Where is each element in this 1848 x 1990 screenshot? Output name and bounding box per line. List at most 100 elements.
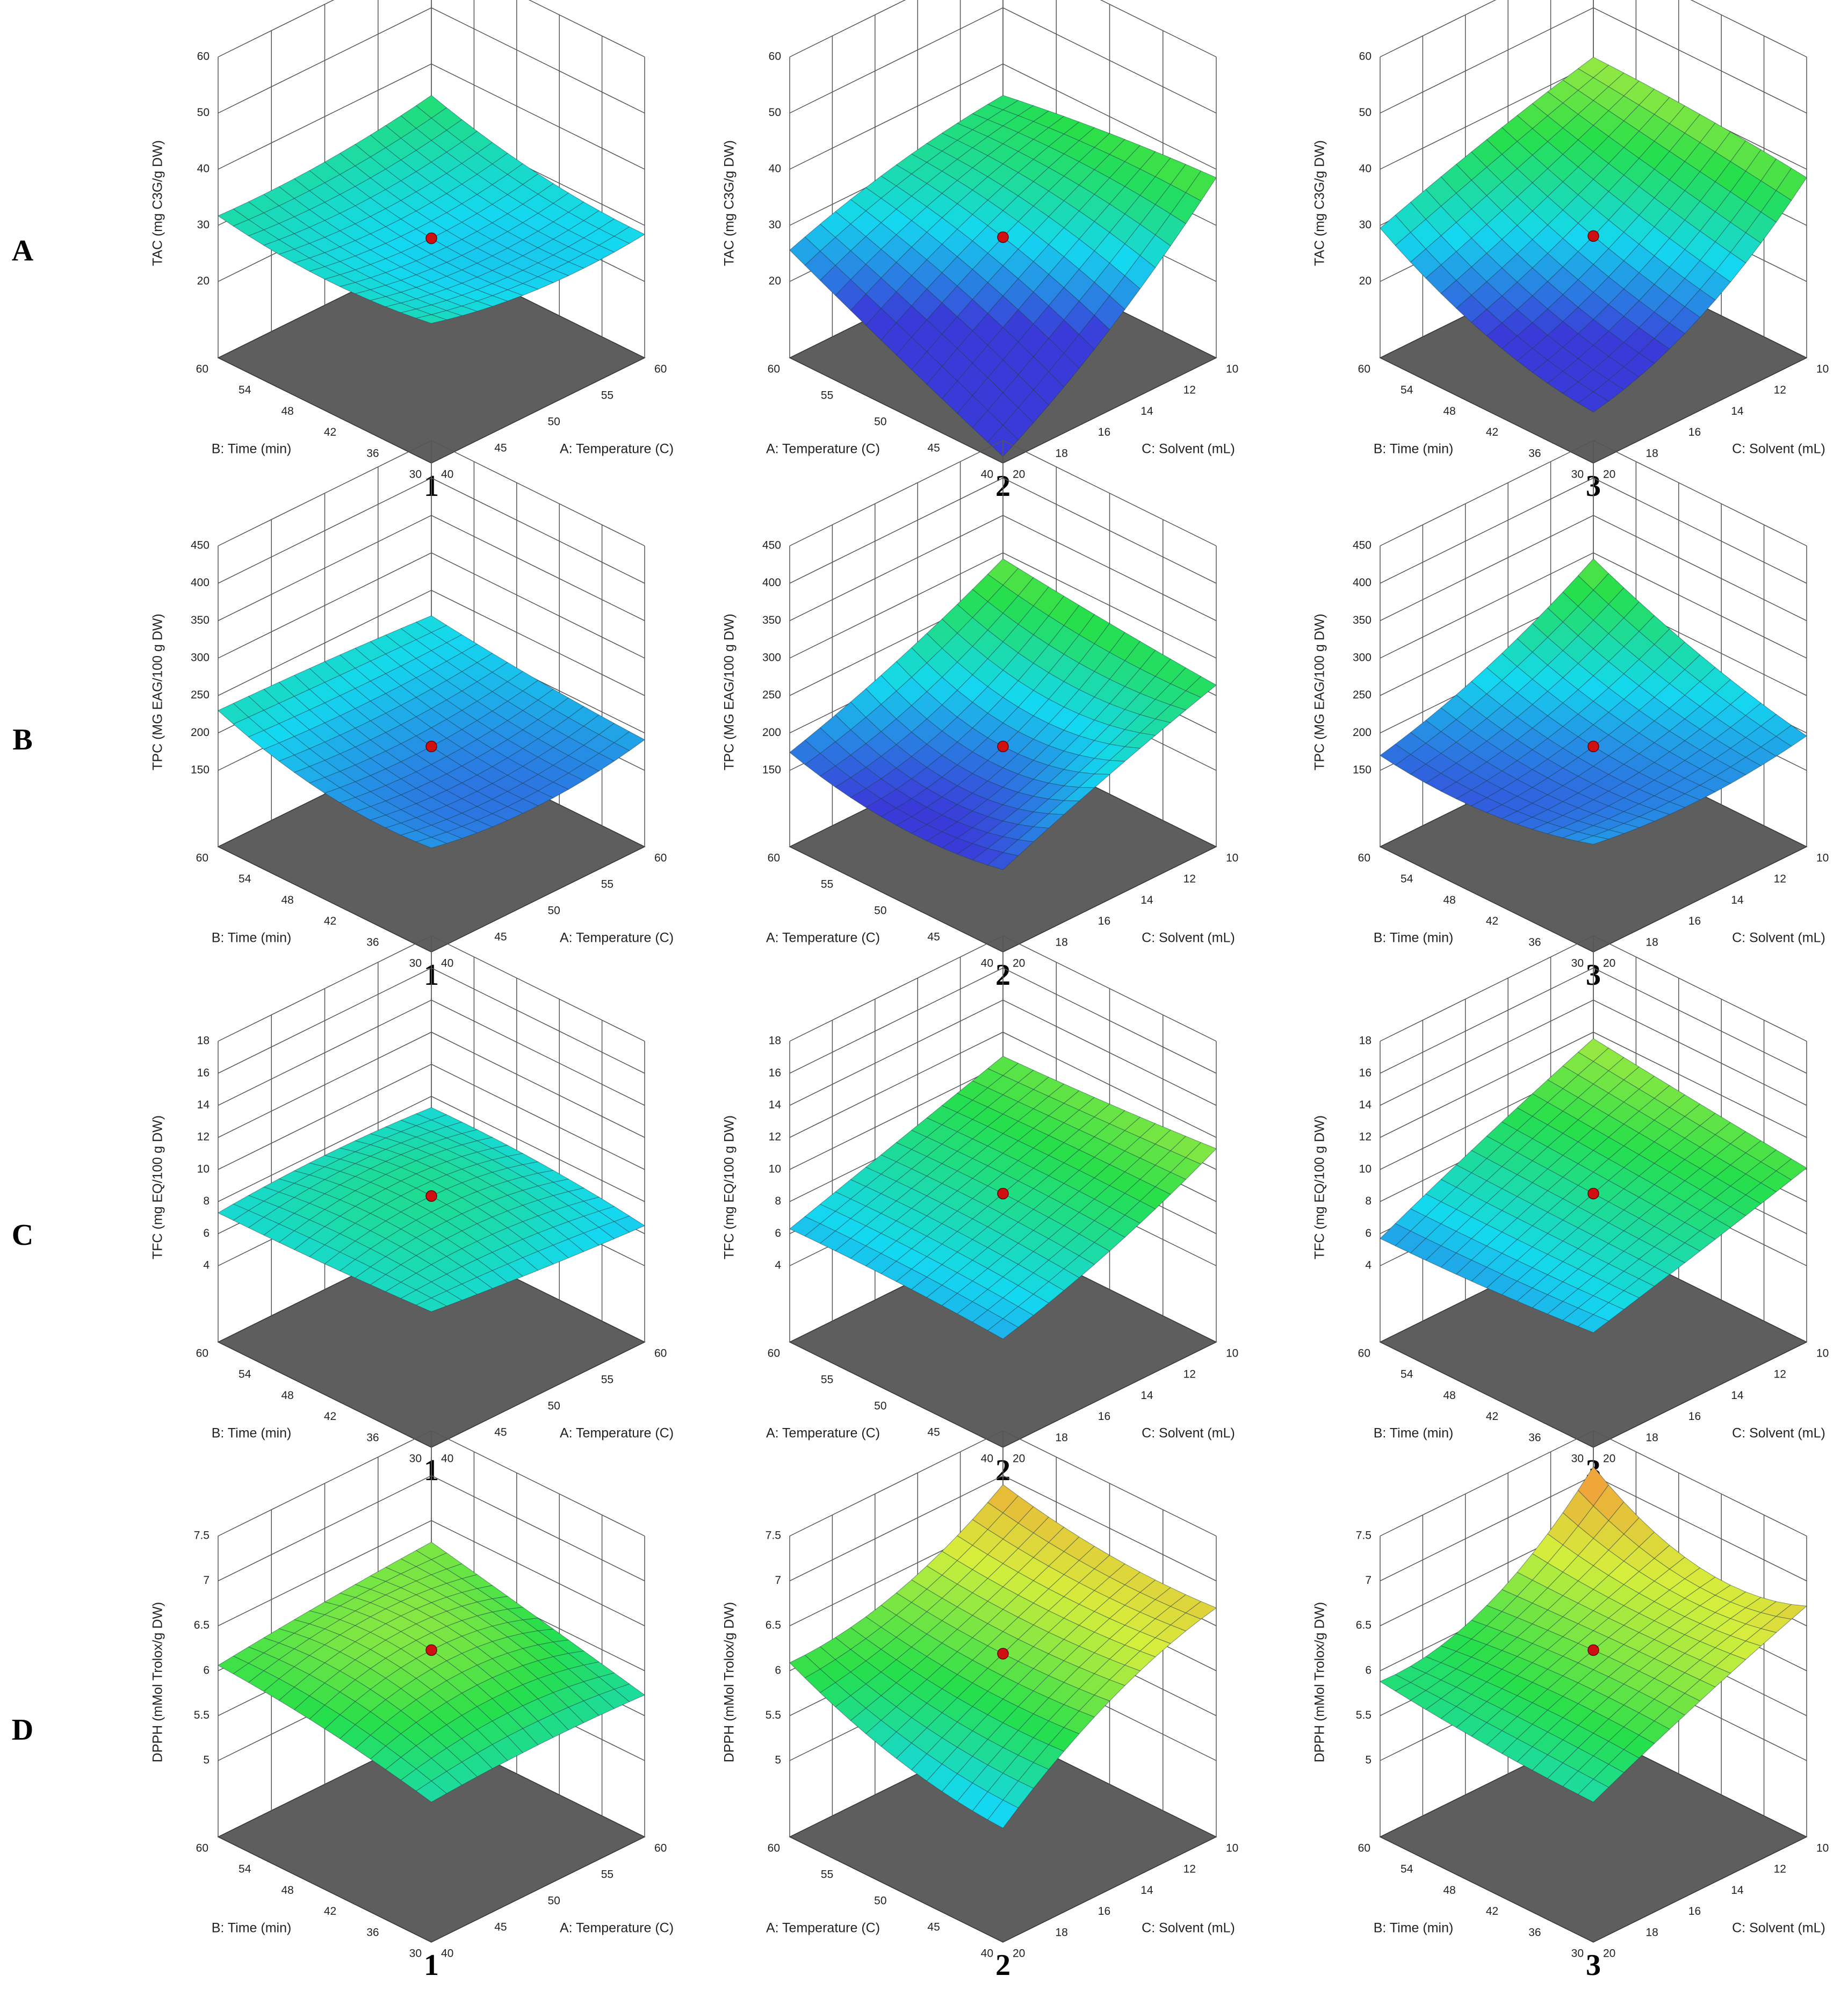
y-tick-label: 36	[366, 1926, 379, 1938]
z-tick-label: 60	[1359, 51, 1371, 63]
wall-grid-line	[789, 1032, 1217, 1138]
surface-patch	[1486, 1038, 1701, 1194]
y-tick-label: 60	[1358, 1347, 1370, 1360]
wall-grid-line	[1380, 935, 1807, 1042]
z-tick-label: 7.5	[766, 1530, 781, 1542]
z-tick-label: 250	[762, 689, 781, 701]
z-tick-label: 10	[1359, 1163, 1371, 1175]
x-tick-label: 45	[494, 442, 507, 455]
y-axis-title: B: Time (min)	[1374, 931, 1454, 946]
surface-patch	[1380, 667, 1594, 813]
surface-patch	[324, 237, 539, 324]
z-tick-label: 350	[762, 614, 781, 626]
surface-cell	[415, 314, 448, 324]
wall-grid-line	[789, 0, 1217, 57]
x-tick-label: 60	[654, 363, 667, 376]
wall-grid-line	[789, 63, 1217, 170]
z-tick-label: 300	[1353, 652, 1371, 664]
z-axis-title: TAC (mg C3G/g DW)	[722, 140, 737, 266]
z-tick-label: 6	[1365, 1227, 1371, 1239]
x-tick-label: 20	[1013, 1453, 1025, 1465]
wall-grid-line	[218, 1475, 645, 1582]
z-tick-label: 350	[191, 614, 210, 626]
z-tick-label: 5	[1365, 1754, 1371, 1767]
y-tick-label: 36	[366, 447, 379, 459]
y-tick-label: 54	[1401, 1863, 1413, 1876]
y-tick-label: 54	[239, 384, 251, 396]
y-tick-label: 42	[1486, 915, 1498, 927]
x-axis-title: A: Temperature (C)	[560, 931, 674, 946]
x-tick-label: 20	[1603, 1453, 1615, 1465]
x-tick-label: 40	[441, 1948, 453, 1960]
surface-cell	[1577, 1778, 1609, 1802]
surface-cell	[415, 1780, 447, 1802]
y-tick-label: 30	[1571, 1453, 1584, 1465]
z-axis-title: TPC (MG EAG/100 g DW)	[150, 614, 165, 770]
surface-patch	[896, 1056, 1110, 1194]
x-tick-label: 12	[1183, 384, 1196, 396]
x-tick-label: 10	[1226, 1347, 1238, 1360]
wall-grid-line	[218, 935, 645, 1042]
y-tick-label: 30	[1571, 957, 1584, 970]
z-tick-label: 5.5	[194, 1709, 210, 1721]
z-tick-label: 4	[775, 1259, 781, 1272]
wall-grid-line	[1380, 999, 1807, 1106]
z-tick-label: 18	[1359, 1035, 1371, 1047]
y-tick-label: 60	[196, 363, 208, 376]
x-tick-label: 16	[1098, 915, 1110, 927]
surface-plot: 4 6 8 10 12 14 16 18 20 18 16 14 12 10 30 36 42 48 54 60 C: …	[1312, 935, 1829, 1487]
design-center-point	[425, 1190, 437, 1202]
x-axis-title: C: Solvent (mL)	[1142, 442, 1235, 457]
surface-patch	[218, 661, 432, 794]
y-tick-label: 36	[1528, 447, 1541, 459]
z-tick-label: 250	[191, 689, 210, 701]
x-tick-label: 45	[494, 931, 507, 943]
wall-grid-line	[1380, 967, 1807, 1074]
y-tick-label: 54	[1401, 1368, 1413, 1381]
y-tick-label: 48	[281, 405, 293, 417]
y-axis-title: B: Time (min)	[1374, 442, 1454, 457]
y-tick-label: 40	[981, 1948, 993, 1960]
z-tick-label: 30	[769, 219, 781, 231]
y-tick-label: 40	[981, 957, 993, 970]
surface-plot: 5 5.5 6 6.5 7 7.5 20 18 16 14 12 10 30 36 42 48 54 60 C: S…	[1312, 1430, 1829, 1982]
wall-grid-line	[218, 1520, 645, 1626]
y-tick-label: 48	[1443, 1884, 1455, 1897]
z-tick-label: 50	[769, 106, 781, 119]
row-label: D	[12, 1713, 33, 1747]
surface-patch	[896, 1653, 1110, 1829]
x-tick-label: 14	[1731, 1389, 1744, 1402]
design-center-point	[1587, 230, 1599, 242]
z-tick-label: 20	[197, 275, 210, 287]
y-tick-label: 30	[409, 468, 422, 481]
z-tick-label: 400	[191, 576, 210, 589]
panel-label: 3	[1586, 1949, 1601, 1982]
wall-grid-line	[789, 1430, 1217, 1537]
wall-grid-line	[1380, 440, 1807, 546]
surface-patch	[896, 236, 1110, 457]
y-axis-title: B: Time (min)	[212, 1426, 292, 1441]
y-tick-label: 48	[281, 1389, 293, 1402]
x-tick-label: 12	[1774, 873, 1786, 885]
z-tick-label: 5	[775, 1754, 781, 1767]
z-tick-label: 200	[1353, 726, 1371, 739]
surface-patch	[789, 164, 1004, 356]
x-tick-label: 10	[1226, 363, 1238, 376]
wall-grid-line	[218, 440, 645, 546]
z-axis-title: DPPH (mMol Trolox/g DW)	[1312, 1602, 1327, 1763]
y-tick-label: 55	[821, 390, 833, 402]
surface-cell	[1577, 391, 1609, 413]
surface-plot: 20 30 40 50 60 40 45 50 55 60 30 36 42 48 54 60 A: Tempe…	[150, 0, 674, 503]
z-tick-label: 350	[1353, 614, 1371, 626]
x-tick-label: 10	[1816, 1842, 1829, 1855]
x-tick-label: 16	[1688, 426, 1701, 438]
y-axis-title: A: Temperature (C)	[766, 931, 880, 946]
z-axis-title: TAC (mg C3G/g DW)	[1312, 140, 1327, 266]
x-axis-title: C: Solvent (mL)	[1732, 1921, 1825, 1936]
design-center-point	[997, 740, 1009, 753]
wall-grid-line	[218, 1095, 645, 1202]
y-tick-label: 60	[768, 1842, 780, 1855]
surface-patch	[430, 173, 646, 290]
x-tick-label: 20	[1013, 468, 1025, 481]
x-tick-label: 12	[1183, 873, 1196, 885]
